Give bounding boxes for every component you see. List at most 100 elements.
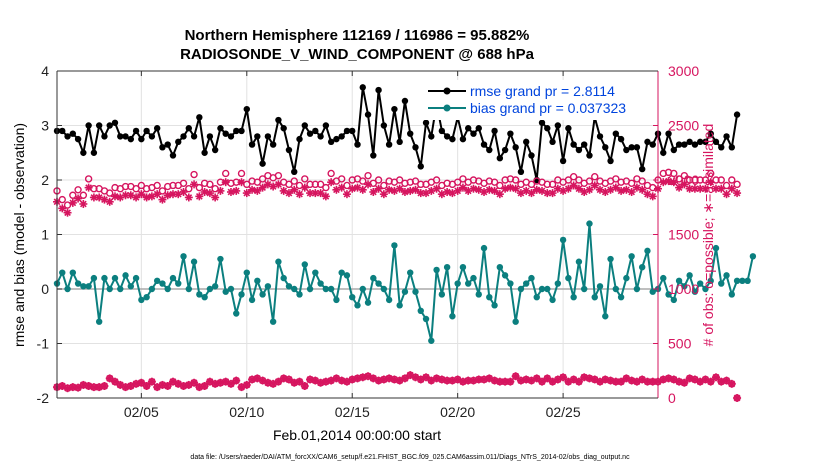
obs-assimilated-marker — [722, 376, 731, 385]
obs-assimilated-marker — [574, 377, 583, 386]
obs-possible-marker — [575, 176, 583, 184]
rmse-point — [486, 146, 493, 154]
obs-assimilated-marker — [284, 375, 293, 384]
rmse-point — [623, 146, 630, 154]
y-left-tick-label: 0 — [41, 281, 49, 297]
asterisk-stroke — [79, 381, 87, 389]
rmse-point — [259, 160, 266, 167]
bias-point — [649, 288, 656, 295]
asterisk-stroke — [106, 375, 114, 382]
asterisk-stroke — [306, 189, 314, 197]
obs-assimilated-marker — [506, 377, 515, 386]
asterisk-stroke — [327, 178, 335, 186]
bias-point — [454, 280, 461, 287]
bias-point — [491, 302, 498, 309]
obs-possible-marker — [722, 181, 731, 190]
rmse-point — [354, 141, 361, 148]
rmse-point — [148, 133, 156, 140]
bias-point — [565, 274, 572, 282]
bias-point — [143, 293, 150, 301]
bias-point — [712, 244, 720, 252]
asterisk-stroke — [264, 180, 272, 188]
asterisk-stroke — [422, 373, 430, 381]
asterisk-stroke — [137, 379, 145, 387]
grid — [57, 70, 658, 399]
obs-assimilated-marker — [248, 185, 257, 194]
asterisk-stroke — [275, 378, 282, 386]
rmse-point — [359, 84, 366, 91]
asterisk-stroke — [644, 378, 651, 386]
asterisk-stroke — [90, 194, 98, 201]
asterisk-stroke — [538, 187, 546, 195]
asterisk-stroke — [296, 378, 303, 386]
obs-possible-marker — [369, 179, 378, 187]
obs-assimilated-marker — [226, 379, 235, 388]
bias-point — [465, 280, 472, 287]
bias-point — [523, 280, 530, 287]
obs-possible-marker — [591, 173, 599, 181]
asterisk-stroke — [232, 377, 240, 384]
asterisk-stroke — [670, 376, 678, 383]
asterisk-stroke — [412, 186, 419, 194]
obs-assimilated-marker — [379, 190, 388, 199]
bias-point — [322, 285, 330, 293]
asterisk-stroke — [691, 185, 699, 193]
asterisk-stroke — [264, 379, 272, 387]
rmse-point — [296, 135, 303, 143]
asterisk-stroke — [148, 378, 156, 386]
asterisk-stroke — [74, 384, 82, 392]
obs-assimilated-marker — [532, 374, 541, 383]
rmse-point — [549, 138, 556, 146]
asterisk-stroke — [195, 192, 203, 200]
asterisk-stroke — [101, 382, 108, 390]
bias-point — [401, 288, 409, 295]
asterisk-stroke — [496, 378, 504, 386]
bias-point — [349, 293, 356, 301]
asterisk-stroke — [301, 184, 309, 191]
asterisk-stroke — [106, 198, 114, 206]
bias-point — [681, 283, 688, 290]
obs-possible-marker — [680, 171, 689, 180]
obs-assimilated-marker — [369, 187, 378, 196]
bias-point — [74, 280, 82, 287]
asterisk-stroke — [543, 375, 551, 382]
obs-assimilated-marker — [516, 376, 525, 385]
rmse-point — [660, 149, 667, 156]
rmse-point — [227, 133, 235, 140]
asterisk-stroke — [665, 375, 672, 382]
obs-assimilated-marker — [675, 183, 684, 192]
bias-point — [544, 285, 551, 293]
bias-point — [132, 274, 140, 282]
obs-assimilated-marker — [274, 180, 283, 189]
rmse-point — [385, 141, 393, 148]
obs-possible-marker — [121, 182, 130, 191]
rmse-point — [338, 133, 345, 140]
obs-possible-marker — [569, 173, 578, 181]
asterisk-stroke — [417, 189, 425, 197]
y-right-tick-label: 3000 — [668, 63, 699, 79]
asterisk-stroke — [612, 184, 620, 191]
bias-point — [101, 274, 108, 282]
obs-assimilated-marker — [332, 374, 341, 383]
obs-possible-marker — [432, 176, 441, 184]
asterisk-stroke — [607, 377, 614, 384]
y-axis-left-label: rmse and bias (model - observation) — [11, 123, 27, 347]
obs-possible-marker — [190, 170, 198, 179]
bias-point — [206, 285, 214, 293]
bias-point — [438, 291, 446, 298]
bias-point — [586, 220, 593, 227]
bias-point — [417, 307, 424, 314]
y-right-tick-label: 0 — [668, 390, 676, 406]
asterisk-stroke — [512, 372, 520, 380]
bias-point — [580, 285, 588, 293]
bias-point — [749, 253, 757, 260]
obs-assimilated-marker — [337, 183, 346, 192]
rmse-point — [248, 141, 256, 148]
asterisk-stroke — [580, 373, 588, 381]
bias-point — [117, 285, 124, 293]
legend-box — [421, 80, 656, 120]
rmse-point — [375, 86, 382, 94]
obs-possible-marker — [696, 176, 704, 184]
obs-assimilated-marker — [95, 383, 104, 392]
obs-assimilated-marker — [110, 377, 119, 386]
